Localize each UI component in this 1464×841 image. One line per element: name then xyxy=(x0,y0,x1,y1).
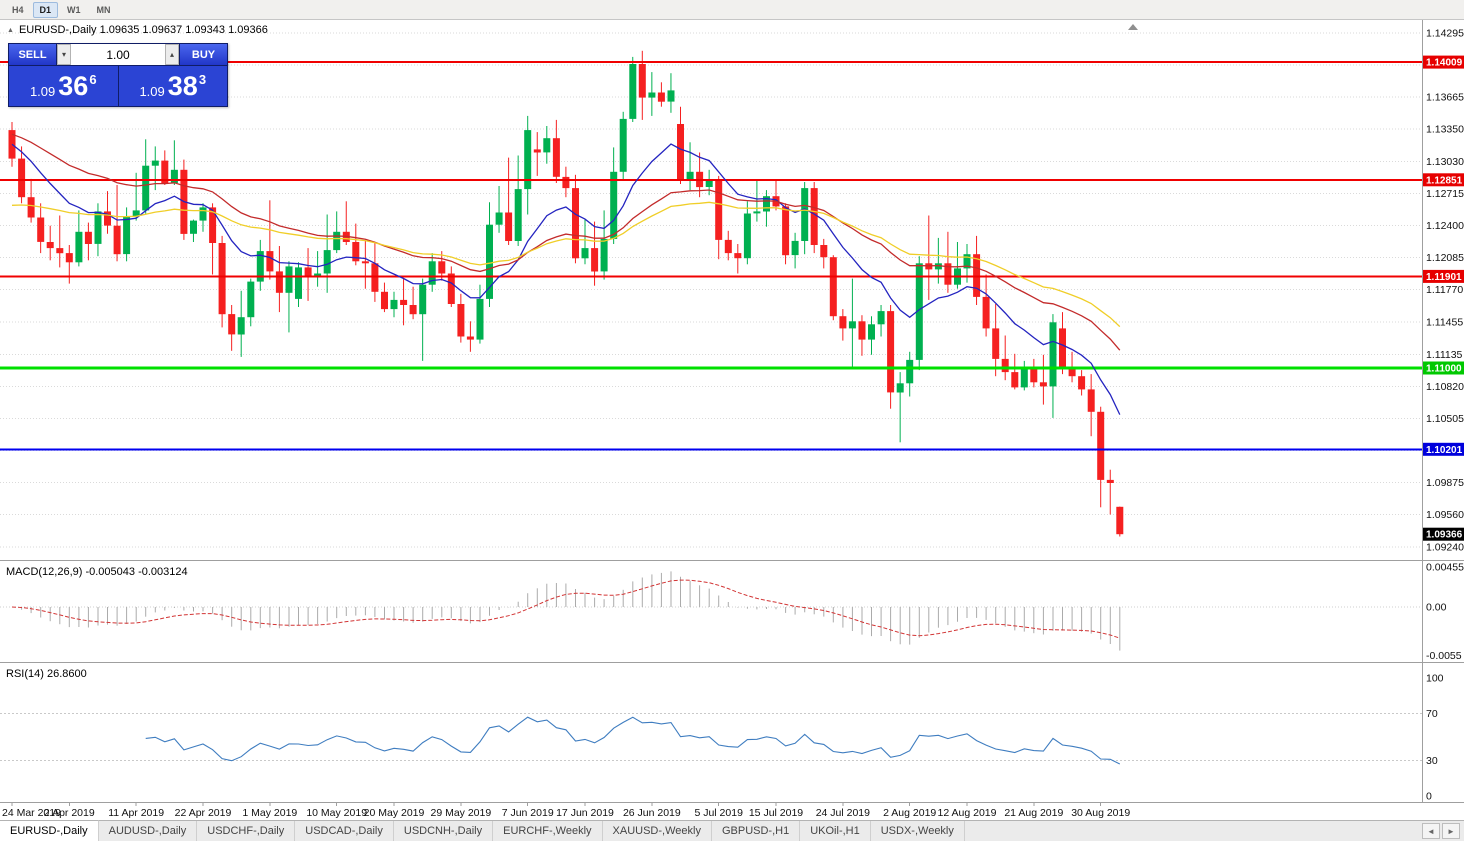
svg-text:26 Jun 2019: 26 Jun 2019 xyxy=(623,807,681,819)
chart-tab-gbpusd-h1[interactable]: GBPUSD-,H1 xyxy=(712,821,801,841)
svg-text:1.13030: 1.13030 xyxy=(1426,156,1464,168)
macd-signal-line xyxy=(11,579,1120,639)
timeframe-button-h4[interactable]: H4 xyxy=(12,4,24,15)
svg-text:0.00455: 0.00455 xyxy=(1426,562,1464,574)
chart-ohlc-title: EURUSD-,Daily 1.09635 1.09637 1.09343 1.… xyxy=(18,24,268,36)
svg-text:0.00: 0.00 xyxy=(1426,602,1447,614)
price-chart-canvas[interactable]: 1.14295 1.13665 1.13350 1.13030 1.12715 1.124… xyxy=(0,20,1464,820)
svg-text:1.09560: 1.09560 xyxy=(1426,509,1464,521)
chart-tab-usdcad-daily[interactable]: USDCAD-,Daily xyxy=(295,821,394,841)
svg-text:100: 100 xyxy=(1426,673,1444,685)
svg-text:1.09240: 1.09240 xyxy=(1426,542,1464,554)
timeframe-button-w1[interactable]: W1 xyxy=(67,4,81,15)
svg-text:11 Apr 2019: 11 Apr 2019 xyxy=(108,807,164,819)
price-divider xyxy=(117,66,119,106)
timeframe-button-mn[interactable]: MN xyxy=(96,4,111,15)
macd-label: MACD(12,26,9) -0.005043 -0.003124 xyxy=(6,566,188,578)
price-axis: 1.14295 1.13665 1.13350 1.13030 1.12715 1.124… xyxy=(1423,28,1464,554)
grid-layer xyxy=(0,32,1422,548)
svg-text:1.09875: 1.09875 xyxy=(1426,477,1464,489)
buy-button[interactable]: BUY xyxy=(179,44,227,65)
svg-text:1.11135: 1.11135 xyxy=(1426,349,1463,361)
svg-text:20 May 2019: 20 May 2019 xyxy=(364,807,425,819)
svg-text:1.14295: 1.14295 xyxy=(1426,28,1464,40)
volume-increase-icon[interactable]: ▴ xyxy=(165,44,179,65)
svg-text:30 Aug 2019: 30 Aug 2019 xyxy=(1071,807,1130,819)
sell-button[interactable]: SELL xyxy=(9,44,57,65)
svg-text:1.13665: 1.13665 xyxy=(1426,92,1464,104)
svg-text:1.14009: 1.14009 xyxy=(1426,58,1463,69)
ma-line-13 xyxy=(11,143,1121,415)
svg-text:1.10505: 1.10505 xyxy=(1426,413,1464,425)
ma-line-34 xyxy=(11,133,1121,351)
svg-text:12 Aug 2019: 12 Aug 2019 xyxy=(938,807,997,819)
svg-text:15 Jul 2019: 15 Jul 2019 xyxy=(749,807,803,819)
svg-text:2 Apr 2019: 2 Apr 2019 xyxy=(44,807,95,819)
macd-histogram xyxy=(21,571,1121,651)
svg-text:1.12715: 1.12715 xyxy=(1426,188,1464,200)
svg-text:1.12851: 1.12851 xyxy=(1426,175,1463,186)
svg-text:30: 30 xyxy=(1426,755,1438,767)
chart-tab-audusd-daily[interactable]: AUDUSD-,Daily xyxy=(99,821,198,841)
chart-tab-xauusd-weekly[interactable]: XAUUSD-,Weekly xyxy=(603,821,712,841)
svg-text:21 Aug 2019: 21 Aug 2019 xyxy=(1004,807,1063,819)
volume-value[interactable]: 1.00 xyxy=(106,47,130,62)
svg-text:1.11770: 1.11770 xyxy=(1426,284,1463,296)
rsi-line xyxy=(145,716,1121,765)
hline-layer xyxy=(0,61,1422,451)
svg-text:2 Aug 2019: 2 Aug 2019 xyxy=(883,807,936,819)
buy-price-head: 1.09 xyxy=(139,83,165,99)
svg-text:1.11901: 1.11901 xyxy=(1426,272,1462,283)
svg-text:7 Jun 2019: 7 Jun 2019 xyxy=(502,807,554,819)
timeframe-button-d1[interactable]: D1 xyxy=(32,1,59,18)
sell-price-pip: 6 xyxy=(89,71,97,87)
sell-price-big: 36 xyxy=(58,70,89,101)
svg-text:1.09366: 1.09366 xyxy=(1426,530,1463,541)
svg-text:29 May 2019: 29 May 2019 xyxy=(430,807,491,819)
svg-text:24 Mar 2019: 24 Mar 2019 xyxy=(2,807,61,819)
chart-shift-marker xyxy=(1128,24,1138,30)
tab-scroll-right-icon[interactable]: ► xyxy=(1442,823,1460,839)
collapse-panel-icon[interactable]: ▲ xyxy=(7,26,14,34)
svg-text:17 Jun 2019: 17 Jun 2019 xyxy=(556,807,614,819)
chart-tab-eurchf-weekly[interactable]: EURCHF-,Weekly xyxy=(493,821,603,841)
buy-price-display[interactable]: 1.09 38 3 xyxy=(119,66,228,106)
svg-text:1.10820: 1.10820 xyxy=(1426,381,1464,393)
chart-tab-usdchf-daily[interactable]: USDCHF-,Daily xyxy=(197,821,296,841)
tab-scroll-left-icon[interactable]: ◄ xyxy=(1422,823,1440,839)
svg-text:-0.0055: -0.0055 xyxy=(1426,650,1462,662)
chart-tab-eurusd-daily[interactable]: EURUSD-,Daily xyxy=(0,820,99,841)
svg-text:1 May 2019: 1 May 2019 xyxy=(242,807,297,819)
svg-text:1.11000: 1.11000 xyxy=(1426,364,1462,375)
sell-price-display[interactable]: 1.09 36 6 xyxy=(9,66,118,106)
svg-text:1.11455: 1.11455 xyxy=(1426,316,1463,328)
svg-text:1.13350: 1.13350 xyxy=(1426,124,1464,136)
chart-tab-usdx-weekly[interactable]: USDX-,Weekly xyxy=(871,821,965,841)
tab-scroll-controls: ◄ ► xyxy=(1422,821,1464,841)
chart-tab-bar: EURUSD-,Daily AUDUSD-,Daily USDCHF-,Daily U… xyxy=(0,820,1464,841)
ma-line-48 xyxy=(11,201,1121,328)
timeframe-toolbar: H4 D1 W1 MN xyxy=(0,0,1464,20)
svg-text:0: 0 xyxy=(1426,791,1432,803)
chart-window[interactable]: 1.14295 1.13665 1.13350 1.13030 1.12715 1.124… xyxy=(0,20,1464,820)
chart-title-row: ▲ EURUSD-,Daily 1.09635 1.09637 1.09343 … xyxy=(7,24,268,36)
chart-tab-ukoil-h1[interactable]: UKOil-,H1 xyxy=(800,821,871,841)
volume-decrease-icon[interactable]: ▾ xyxy=(57,44,71,65)
candles-layer xyxy=(8,50,1124,537)
volume-field[interactable]: ▾ 1.00 ▴ xyxy=(57,44,179,65)
svg-text:22 Apr 2019: 22 Apr 2019 xyxy=(175,807,232,819)
one-click-trading-panel: SELL ▾ 1.00 ▴ BUY 1.09 36 6 1.09 38 3 xyxy=(8,43,228,107)
buy-price-big: 38 xyxy=(167,70,198,101)
chart-tab-usdcnh-daily[interactable]: USDCNH-,Daily xyxy=(394,821,494,841)
svg-text:1.10201: 1.10201 xyxy=(1426,445,1463,456)
rsi-label: RSI(14) 26.8600 xyxy=(6,668,87,680)
svg-text:24 Jul 2019: 24 Jul 2019 xyxy=(816,807,870,819)
svg-text:5 Jul 2019: 5 Jul 2019 xyxy=(694,807,743,819)
sell-price-head: 1.09 xyxy=(29,83,56,99)
svg-text:70: 70 xyxy=(1426,708,1438,720)
buy-price-pip: 3 xyxy=(198,71,207,87)
svg-text:1.12085: 1.12085 xyxy=(1426,252,1464,264)
svg-text:1.12400: 1.12400 xyxy=(1426,220,1464,232)
svg-text:10 May 2019: 10 May 2019 xyxy=(306,807,367,819)
